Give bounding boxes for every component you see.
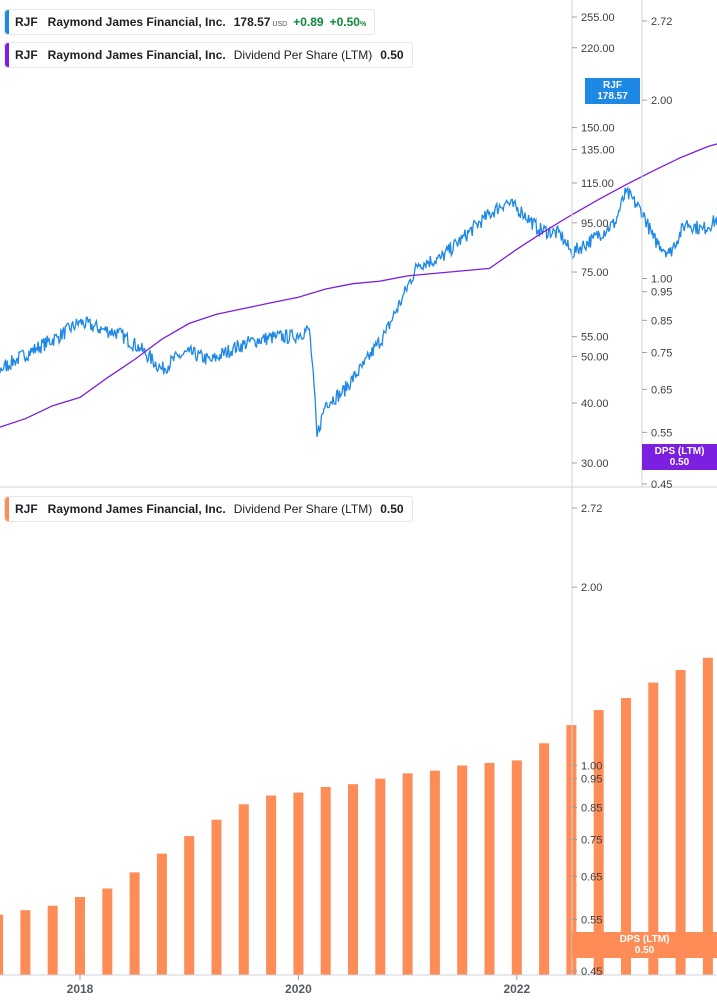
price-tick-label: 55.00: [581, 332, 609, 344]
bar-y-tick-label: 0.95: [581, 774, 602, 786]
dps-bar: [648, 682, 659, 975]
dps-bar: [129, 872, 140, 975]
dps-bar: [429, 770, 440, 975]
price-legend[interactable]: RJF Raymond James Financial, Inc. 178.57…: [4, 9, 376, 35]
dps-bottom-tag: DPS (LTM) 0.50: [572, 932, 717, 958]
dps-legend-metric: Dividend Per Share (LTM): [233, 48, 373, 62]
dps-tick-label: 0.65: [651, 384, 672, 396]
dps-bar: [20, 910, 31, 975]
price-tick-label: 255.00: [581, 12, 615, 24]
dps-top-tag-label: DPS (LTM): [654, 446, 705, 457]
dps-bar: [47, 905, 58, 975]
dps-legend-swatch: [5, 43, 9, 67]
dps-bar: [566, 725, 577, 975]
dps-tick-label: 0.75: [651, 348, 672, 360]
price-legend-change-pct: +0.50%: [330, 15, 367, 29]
price-tick-label: 40.00: [581, 398, 609, 410]
price-series-line: [0, 185, 717, 438]
dps-bottom-tag-label: DPS (LTM): [619, 934, 670, 945]
dps-legend-symbol: RJF: [15, 48, 38, 62]
bar-y-tick-label: 2.00: [581, 582, 602, 594]
x-tick-label: 2020: [285, 982, 312, 996]
dps-legend-bottom[interactable]: RJF Raymond James Financial, Inc. Divide…: [4, 496, 413, 522]
dps-bar-legend-swatch: [5, 497, 9, 521]
dps-bar: [402, 773, 413, 975]
dps-legend-name: Raymond James Financial, Inc.: [47, 48, 226, 62]
dps-bar: [457, 765, 468, 975]
dps-legend-value: 0.50: [380, 48, 404, 62]
dps-bar: [75, 897, 85, 975]
dps-bar: [593, 710, 604, 975]
price-tick-label: 115.00: [581, 178, 614, 190]
dps-bar: [702, 657, 713, 975]
price-tick-label: 95.00: [581, 218, 609, 230]
bar-y-tick-label: 0.85: [581, 802, 602, 814]
dps-tick-label: 0.55: [651, 427, 672, 439]
x-tick-label: 2022: [503, 982, 530, 996]
dps-bar: [375, 778, 386, 975]
dps-bar: [266, 795, 277, 975]
bar-y-tick-label: 0.55: [581, 914, 602, 926]
price-tick-label: 30.00: [581, 458, 609, 470]
dps-top-tag-value: 0.50: [669, 457, 690, 468]
dps-top-tag: DPS (LTM) 0.50: [642, 444, 717, 470]
dps-bar-legend-value: 0.50: [380, 502, 404, 516]
price-tick-label: 135.00: [581, 145, 615, 157]
dps-tick-label: 0.85: [651, 315, 672, 327]
dps-bar-chart: [0, 657, 713, 975]
rjf-tag-value: 178.57: [597, 91, 628, 102]
dps-bar: [484, 762, 495, 975]
dps-tick-label: 2.00: [651, 95, 672, 107]
dps-legend-top[interactable]: RJF Raymond James Financial, Inc. Divide…: [4, 42, 413, 68]
dps-bar: [293, 792, 304, 975]
bar-y-tick-label: 1.00: [581, 761, 602, 773]
dps-bar: [238, 804, 249, 975]
dps-bar: [0, 914, 4, 975]
price-tick-label: 220.00: [581, 43, 615, 55]
dps-bar: [621, 698, 631, 975]
dps-bar-legend-metric: Dividend Per Share (LTM): [233, 502, 373, 516]
rjf-tag-label: RJF: [603, 80, 622, 91]
price-legend-change: +0.89: [293, 15, 324, 29]
dps-bar: [539, 743, 550, 975]
price-and-dps-chart: [0, 143, 717, 438]
dps-bar: [156, 853, 167, 975]
x-tick-label: 2018: [67, 982, 94, 996]
dps-tick-label: 0.95: [651, 287, 672, 299]
dps-bar: [511, 760, 522, 975]
price-legend-name: Raymond James Financial, Inc.: [47, 15, 226, 29]
dps-bottom-tag-value: 0.50: [634, 945, 655, 956]
dps-bar: [184, 836, 195, 975]
dps-tick-label: 0.45: [651, 479, 672, 491]
price-tick-label: 50.00: [581, 352, 609, 364]
dps-bar: [102, 888, 113, 975]
price-tick-label: 75.00: [581, 267, 609, 279]
dps-bar-legend-name: Raymond James Financial, Inc.: [47, 502, 226, 516]
rjf-price-tag: RJF 178.57: [585, 78, 640, 104]
price-legend-currency: USD: [272, 20, 288, 28]
price-legend-symbol: RJF: [15, 15, 38, 29]
dps-bar: [348, 784, 358, 975]
dps-bar: [675, 669, 686, 975]
dps-tick-label: 2.72: [651, 16, 672, 28]
dps-bar: [320, 787, 331, 975]
price-legend-pct-sign: %: [359, 21, 367, 28]
bar-y-tick-label: 0.65: [581, 871, 602, 883]
bar-y-tick-label: 2.72: [581, 503, 602, 515]
bar-y-tick-label: 0.75: [581, 835, 602, 847]
price-tick-label: 150.00: [581, 123, 615, 135]
dps-series-line: [0, 143, 717, 428]
dps-tick-label: 1.00: [651, 274, 672, 286]
price-legend-swatch: [5, 10, 9, 34]
price-legend-change-pct-value: +0.50: [329, 15, 360, 29]
dps-bar-legend-symbol: RJF: [15, 502, 38, 516]
bar-y-tick-label: 0.45: [581, 966, 602, 978]
price-legend-price: 178.57: [233, 15, 271, 29]
dps-bar: [211, 819, 222, 975]
